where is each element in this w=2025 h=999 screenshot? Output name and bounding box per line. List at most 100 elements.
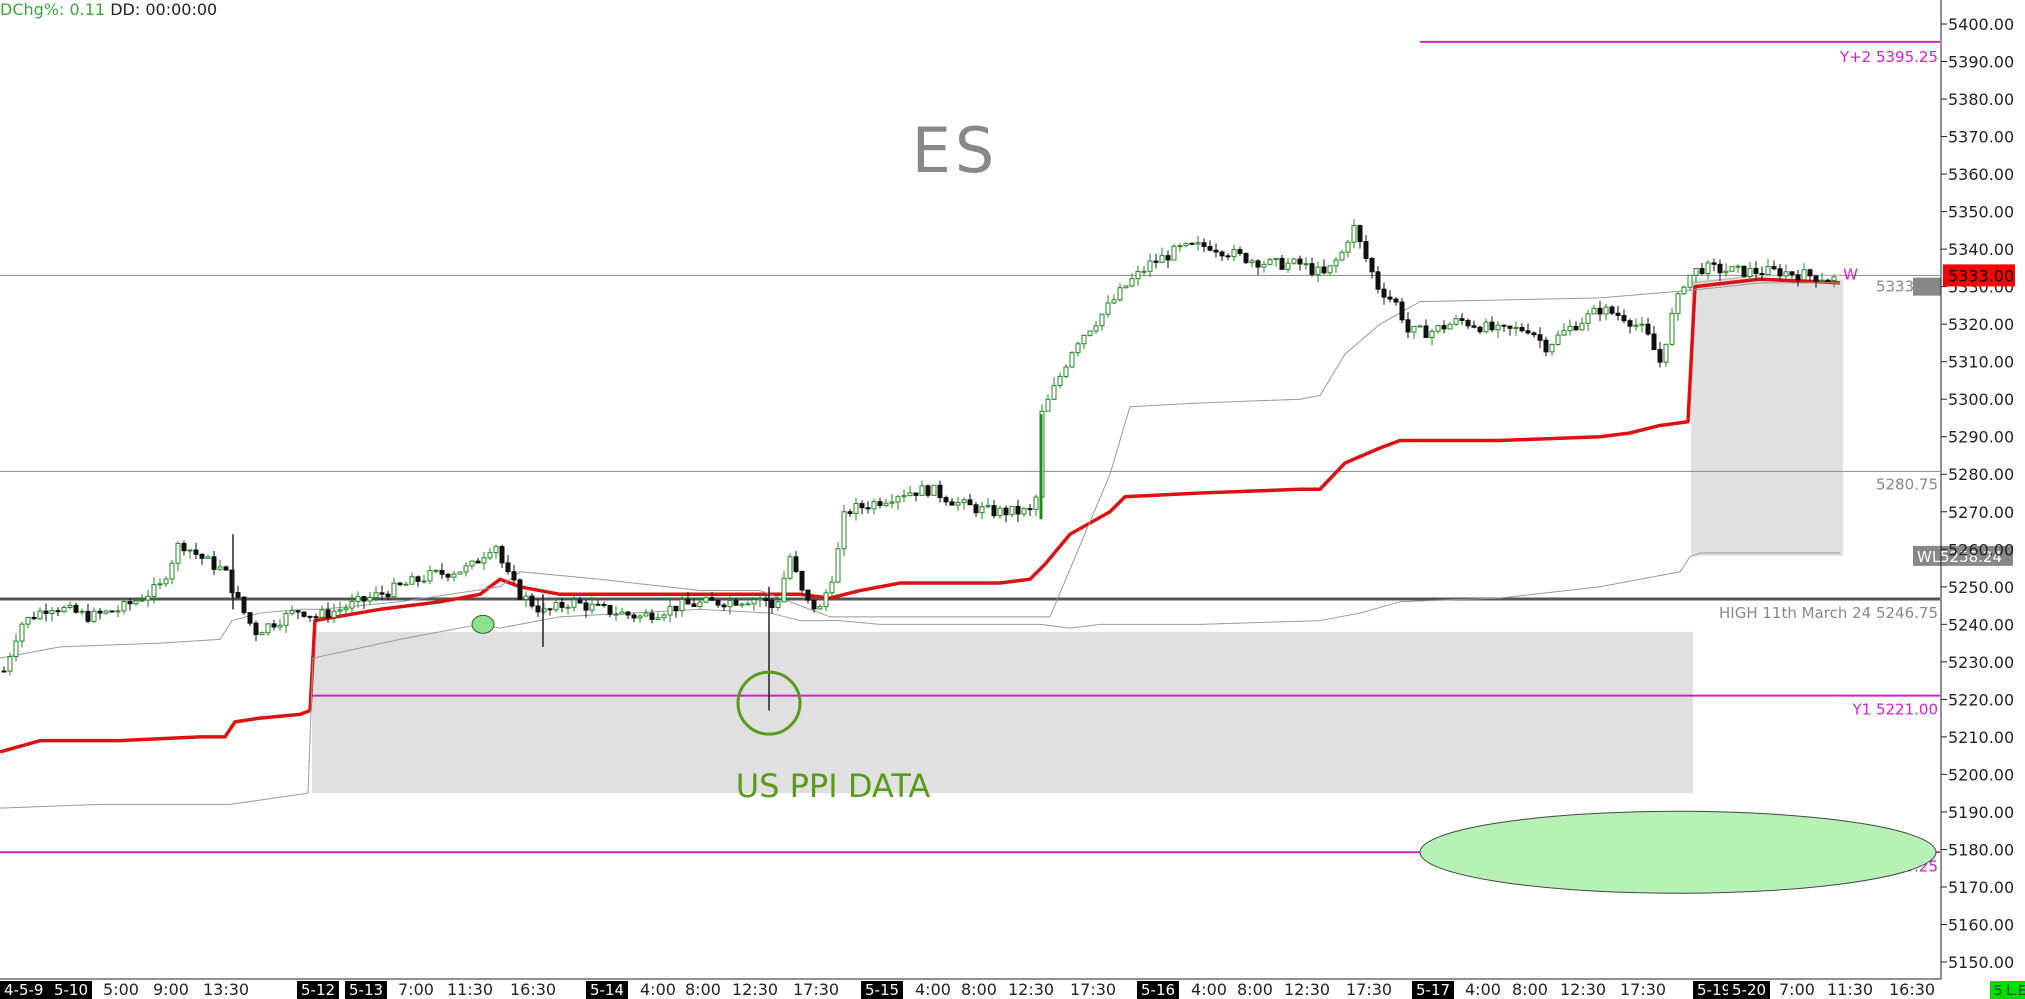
candle-body <box>145 595 151 601</box>
candle-body <box>601 603 607 606</box>
x-date-label: 5-17 <box>1416 981 1450 999</box>
candle-body <box>211 556 217 570</box>
candle-body <box>529 595 535 607</box>
candle-body <box>1777 268 1783 277</box>
candle-body <box>1345 241 1351 253</box>
y-tick-label: 5230.00 <box>1948 653 2014 672</box>
candle-body <box>271 623 277 628</box>
candle-body <box>1783 271 1789 277</box>
candle-body <box>457 571 463 575</box>
candle-body <box>1729 266 1735 272</box>
candle-body <box>1129 278 1135 287</box>
candle-body <box>301 611 307 617</box>
candle-body <box>1315 266 1321 275</box>
candle-body <box>1159 255 1165 263</box>
candle-body <box>997 507 1003 517</box>
x-time-label: 8:00 <box>1512 980 1548 999</box>
y-tick-label: 5280.00 <box>1948 465 2014 484</box>
candle-body <box>661 614 667 619</box>
y-tick-label: 5370.00 <box>1948 128 2014 147</box>
candle-body <box>517 579 523 600</box>
candle-body <box>1753 267 1759 274</box>
candle-body <box>943 497 949 503</box>
candle-body <box>769 599 775 608</box>
candle-body <box>973 504 979 514</box>
candle-body <box>1333 259 1339 267</box>
candle-body <box>1765 266 1771 276</box>
candle-body <box>1291 258 1297 264</box>
candle-body <box>307 615 313 618</box>
candle-body <box>313 616 319 619</box>
y-tick-label: 5350.00 <box>1948 203 2014 222</box>
candle-body <box>121 601 127 612</box>
candle-body <box>379 592 385 595</box>
candle-body <box>283 612 289 626</box>
x-time-label: 12:30 <box>1284 980 1330 999</box>
candle-body <box>397 582 403 586</box>
candle-body <box>1141 270 1147 273</box>
candle-body <box>1489 321 1495 331</box>
candle-body <box>721 604 727 608</box>
candle-body <box>31 616 37 620</box>
y-tick-label: 5260.00 <box>1948 540 2014 559</box>
candle-body <box>247 612 253 624</box>
candle-body <box>253 622 259 636</box>
candle-body <box>409 576 415 585</box>
x-time-label: 9:00 <box>153 980 189 999</box>
candle-body <box>1507 325 1513 329</box>
candle-body <box>1099 313 1105 327</box>
candle-body <box>655 617 661 620</box>
candle-body <box>1747 267 1753 277</box>
y-tick-label: 5160.00 <box>1948 915 2014 934</box>
candle-body <box>631 614 637 619</box>
x-date-label: 5-16 <box>1141 981 1175 999</box>
candle-body <box>25 616 31 625</box>
y-tick-label: 5400.00 <box>1948 15 2014 34</box>
candle-body <box>223 566 229 571</box>
candle-body <box>1009 505 1015 516</box>
candle-body <box>79 610 85 613</box>
candle-body <box>979 506 985 514</box>
x-axis[interactable]: 4-5-9 5-10 5:00 9:00 13:30 5-12 5-13 7:00 11:30 1… <box>0 978 2025 999</box>
candle-body <box>199 553 205 559</box>
candles-layer <box>1 219 1837 711</box>
candle-body <box>925 485 931 496</box>
x-date-label: 5-19 <box>1697 981 1731 999</box>
candle-body <box>1279 257 1285 270</box>
candle-body <box>151 584 157 597</box>
candle-body <box>259 632 265 636</box>
candle-body <box>1519 327 1525 332</box>
candle-body <box>1015 505 1021 515</box>
candle-body <box>541 608 547 613</box>
candle-body <box>163 578 169 585</box>
weekly-line <box>1692 274 1840 284</box>
candle-body <box>421 580 427 583</box>
x-time-label: 4:00 <box>915 980 951 999</box>
w-tag-box <box>1913 277 1941 296</box>
corner-box <box>1990 981 2025 999</box>
candle-body <box>1723 270 1729 274</box>
candle-body <box>1477 326 1483 333</box>
x-date-box <box>345 981 387 999</box>
corner-label: 5 L.E <box>1994 984 2025 999</box>
x-date-box <box>1412 981 1454 999</box>
candle-body <box>1459 318 1465 321</box>
candle-body <box>373 592 379 598</box>
candle-body <box>325 609 331 618</box>
candle-body <box>1579 322 1585 331</box>
candle-body <box>61 606 67 613</box>
candle-body <box>1573 325 1579 331</box>
candle-body <box>1063 366 1069 377</box>
candle-body <box>1633 324 1639 327</box>
candle-body <box>739 603 745 606</box>
candle-body <box>931 484 937 496</box>
candle-body <box>115 610 121 613</box>
zone-0 <box>312 631 1693 794</box>
candle-body <box>439 569 445 575</box>
candle-body <box>625 611 631 616</box>
candle-body <box>73 604 79 613</box>
candle-body <box>889 501 895 504</box>
candle-body <box>1531 332 1537 336</box>
y-axis[interactable]: 5150.00 5160.00 5170.00 5180.00 5190.00 5200.… <box>1940 0 2015 979</box>
